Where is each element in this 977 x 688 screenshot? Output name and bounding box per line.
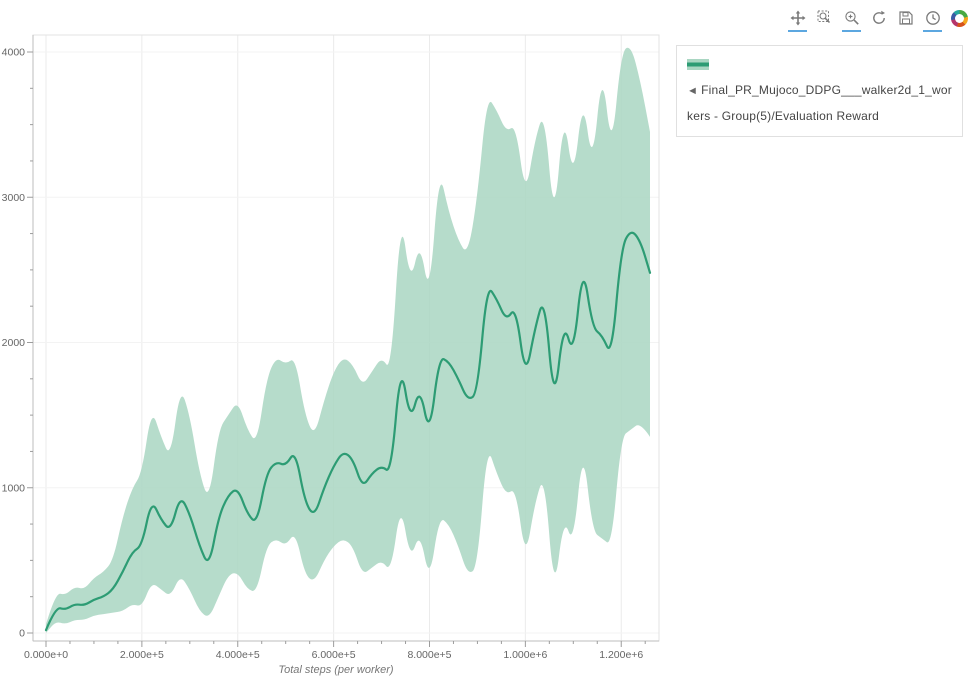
reset-icon	[871, 10, 887, 26]
legend-label: Final_PR_Mujoco_DDPG___walker2d_1_worker…	[687, 83, 952, 123]
save-icon	[898, 10, 914, 26]
box-zoom-tool-button[interactable]	[815, 7, 834, 32]
svg-text:0: 0	[19, 628, 25, 640]
wheel-zoom-tool-button[interactable]	[842, 7, 861, 32]
svg-text:8.000e+5: 8.000e+5	[407, 649, 451, 661]
reset-tool-button[interactable]	[869, 7, 888, 32]
bokeh-logo-link[interactable]	[950, 7, 969, 32]
svg-text:4.000e+5: 4.000e+5	[216, 649, 260, 661]
svg-text:4000: 4000	[2, 47, 26, 59]
svg-text:1.000e+6: 1.000e+6	[503, 649, 547, 661]
pan-icon	[790, 10, 806, 26]
plot-area: 0.000e+0 2.000e+5 4.000e+5 6.000e+5 8.000e+5…	[0, 0, 668, 682]
legend-box[interactable]: ◄ Final_PR_Mujoco_DDPG___walker2d_1_worke…	[676, 45, 963, 137]
bokeh-toolbar	[788, 6, 969, 32]
legend-toggle-icon[interactable]: ◄	[687, 85, 699, 97]
x-axis-label: Total steps (per worker)	[278, 664, 393, 676]
legend-swatch	[687, 59, 709, 70]
bokeh-logo-icon	[951, 9, 968, 27]
mean-line	[44, 231, 652, 632]
hover-icon	[925, 10, 941, 26]
wheel-zoom-icon	[844, 10, 860, 26]
svg-text:3000: 3000	[2, 192, 26, 204]
svg-text:1000: 1000	[2, 482, 26, 494]
svg-text:6.000e+5: 6.000e+5	[312, 649, 356, 661]
svg-text:0.000e+0: 0.000e+0	[24, 649, 68, 661]
axes	[32, 35, 659, 642]
svg-text:2000: 2000	[2, 337, 26, 349]
box-zoom-icon	[817, 10, 833, 26]
pan-tool-button[interactable]	[788, 7, 807, 32]
x-axis-ticks: 0.000e+0 2.000e+5 4.000e+5 6.000e+5 8.000e+5…	[24, 641, 646, 661]
svg-text:2.000e+5: 2.000e+5	[120, 649, 164, 661]
plot-canvas[interactable]: 0.000e+0 2.000e+5 4.000e+5 6.000e+5 8.000e+5…	[0, 0, 668, 682]
hover-tool-button[interactable]	[923, 7, 942, 32]
y-axis-ticks: 0 1000 2000 3000 4000	[2, 47, 33, 640]
save-tool-button[interactable]	[896, 7, 915, 32]
confidence-band	[46, 47, 650, 633]
svg-text:1.200e+6: 1.200e+6	[599, 649, 643, 661]
